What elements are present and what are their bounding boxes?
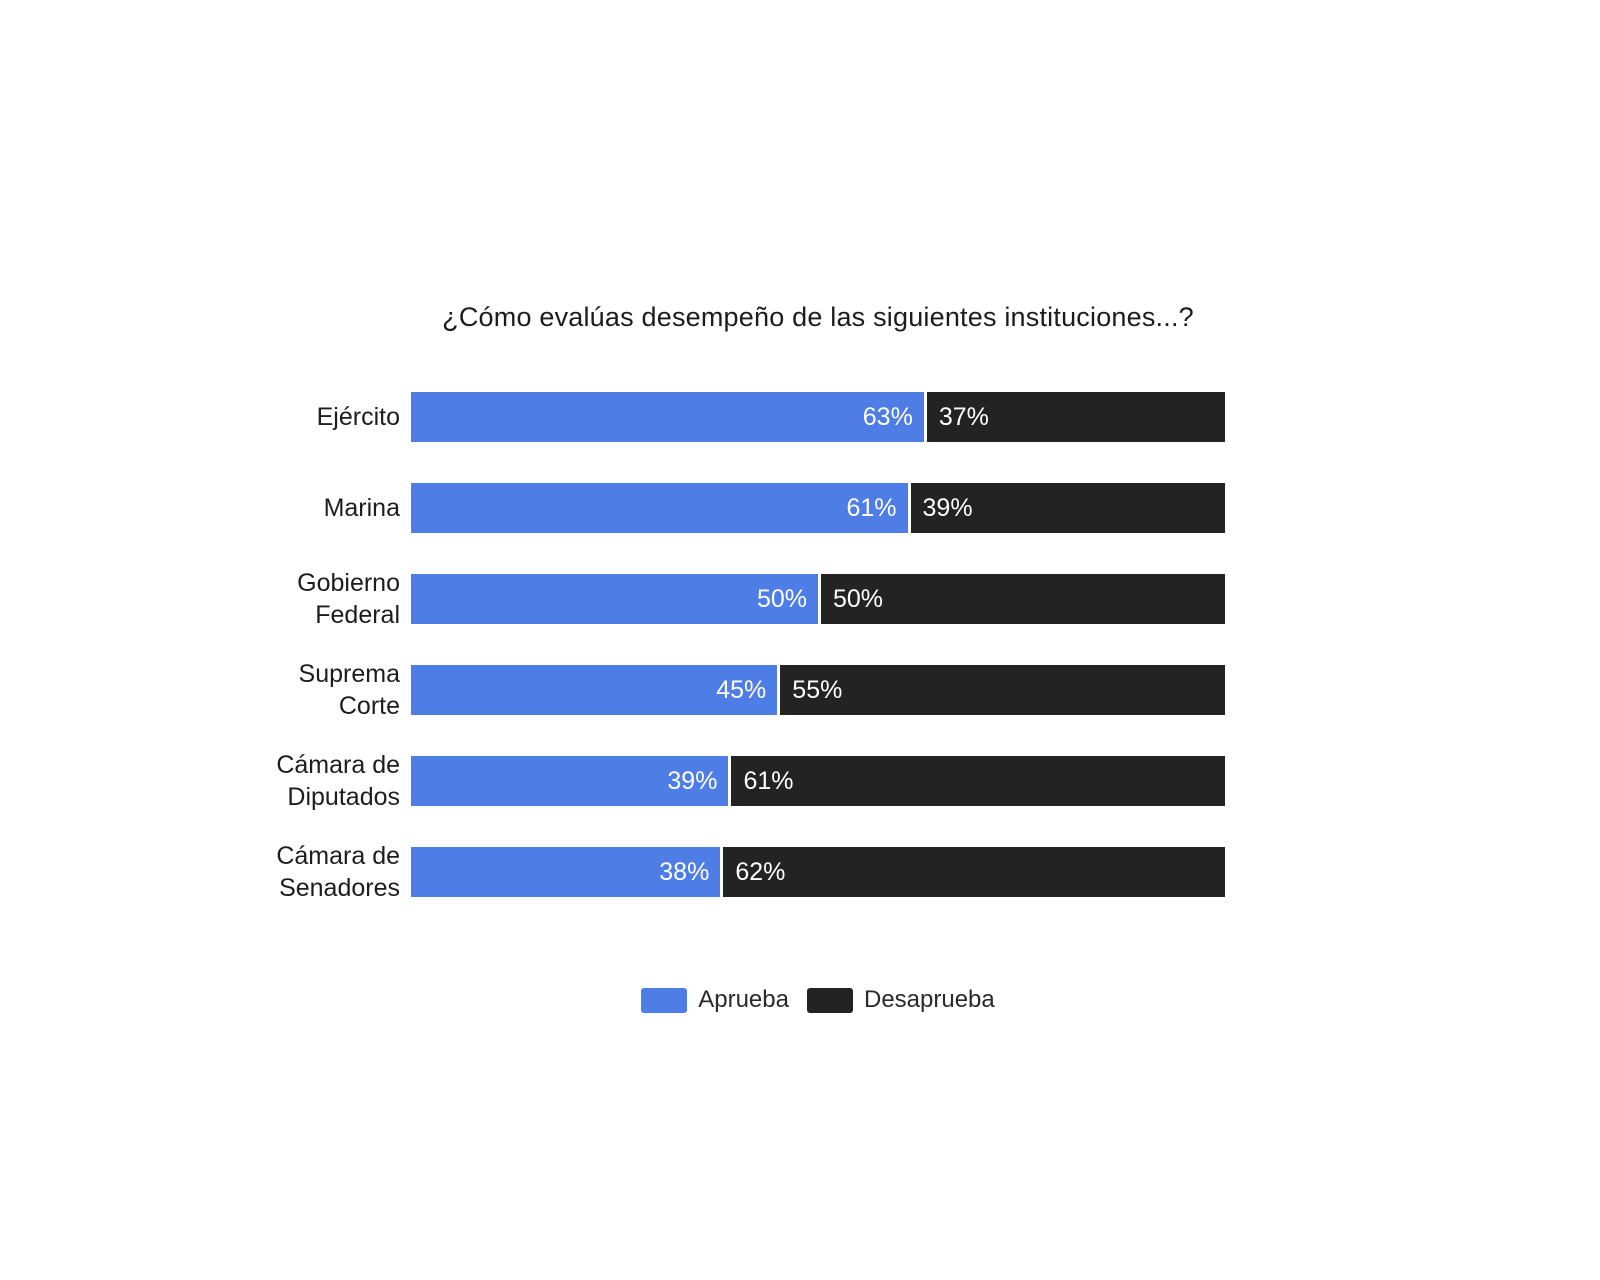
bar-segment-aprueba: 39% bbox=[411, 756, 729, 806]
value-label: 37% bbox=[938, 402, 989, 431]
legend: Aprueba Desaprueba bbox=[411, 986, 1225, 1014]
value-label: 39% bbox=[667, 766, 718, 795]
chart-row: Cámara de Diputados 39% 61% bbox=[260, 751, 1225, 811]
legend-swatch-desaprueba bbox=[806, 987, 853, 1013]
value-label: 63% bbox=[862, 402, 913, 431]
category-label: Ejército bbox=[316, 403, 400, 431]
chart-title: ¿Cómo evalúas desempeño de las siguiente… bbox=[442, 302, 1194, 332]
legend-item-aprueba: Aprueba bbox=[641, 986, 789, 1014]
value-label: 55% bbox=[792, 675, 843, 704]
value-label: 61% bbox=[743, 766, 794, 795]
bar-segment-aprueba: 45% bbox=[411, 665, 778, 715]
chart-row: Suprema Corte 45% 55% bbox=[260, 660, 1225, 720]
stacked-bar: 38% 62% bbox=[411, 847, 1225, 897]
chart-row: Gobierno Federal 50% 50% bbox=[260, 569, 1225, 629]
legend-label-desaprueba: Desaprueba bbox=[863, 986, 995, 1013]
legend-label-aprueba: Aprueba bbox=[698, 986, 789, 1013]
category-label: Gobierno Federal bbox=[297, 569, 400, 629]
chart-row: Ejército 63% 37% bbox=[260, 392, 1225, 442]
category-label: Suprema Corte bbox=[298, 660, 400, 720]
stacked-bar: 63% 37% bbox=[411, 392, 1225, 442]
stacked-bar: 50% 50% bbox=[411, 574, 1225, 624]
stacked-bar: 61% 39% bbox=[411, 483, 1225, 533]
bar-segment-aprueba: 63% bbox=[411, 392, 924, 442]
chart-row: Marina 61% 39% bbox=[260, 483, 1225, 533]
bar-segment-aprueba: 50% bbox=[411, 574, 818, 624]
category-label: Cámara de Senadores bbox=[276, 842, 400, 902]
value-label: 45% bbox=[716, 675, 767, 704]
stacked-bar: 39% 61% bbox=[411, 756, 1225, 806]
bar-segment-desaprueba: 39% bbox=[910, 483, 1225, 533]
legend-swatch-aprueba bbox=[641, 987, 688, 1013]
bar-rows: Ejército 63% 37% Marina 61% 39% Gobierno Feder… bbox=[260, 392, 1225, 938]
bar-segment-desaprueba: 50% bbox=[821, 574, 1225, 624]
value-label: 38% bbox=[659, 857, 710, 886]
bar-segment-desaprueba: 37% bbox=[926, 392, 1225, 442]
bar-segment-desaprueba: 61% bbox=[731, 756, 1225, 806]
value-label: 62% bbox=[735, 857, 786, 886]
category-label: Marina bbox=[323, 494, 400, 522]
value-label: 39% bbox=[922, 493, 973, 522]
chart-row: Cámara de Senadores 38% 62% bbox=[260, 842, 1225, 902]
value-label: 50% bbox=[833, 584, 884, 613]
bar-segment-aprueba: 38% bbox=[411, 847, 721, 897]
category-label: Cámara de Diputados bbox=[276, 751, 400, 811]
bar-segment-desaprueba: 55% bbox=[780, 665, 1225, 715]
stacked-bar: 45% 55% bbox=[411, 665, 1225, 715]
value-label: 61% bbox=[846, 493, 897, 522]
bar-segment-desaprueba: 62% bbox=[723, 847, 1225, 897]
bar-segment-aprueba: 61% bbox=[411, 483, 908, 533]
legend-item-desaprueba: Desaprueba bbox=[806, 986, 995, 1014]
value-label: 50% bbox=[756, 584, 807, 613]
